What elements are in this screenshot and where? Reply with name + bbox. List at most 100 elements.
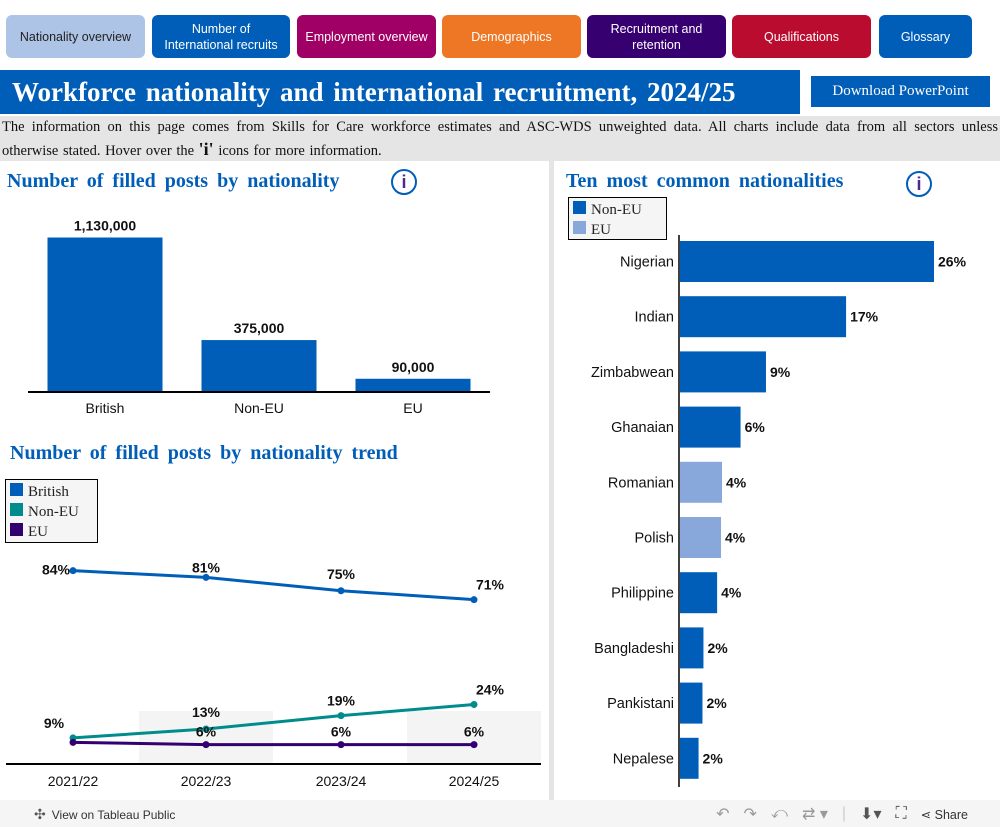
nationality-chart-title: Number of filled posts by nationality <box>7 170 340 192</box>
download-icon[interactable]: ⬇▾ <box>860 806 882 823</box>
legend-label: Non-EU <box>28 503 79 520</box>
dashboard-nav: Nationality overview Number of Internati… <box>6 15 996 58</box>
info-icon[interactable]: i <box>906 171 932 197</box>
data-label: 84% <box>42 562 71 578</box>
data-point[interactable] <box>470 596 478 604</box>
tab-recruitment-retention[interactable]: Recruitment and retention <box>587 15 726 58</box>
legend-item-eu[interactable]: EU <box>6 522 97 542</box>
data-label: 81% <box>192 559 221 575</box>
x-tick-label: Non-EU <box>234 400 284 416</box>
refresh-icon[interactable]: ⇄ ▾ <box>801 806 828 823</box>
toolbar: ↶ ↷ ⤺ ⇄ ▾ | ⬇▾ ⛶ ⋖ Share <box>716 804 968 824</box>
legend-swatch <box>10 523 23 536</box>
revert-icon[interactable]: ⤺ <box>770 805 788 822</box>
data-point[interactable] <box>69 738 77 746</box>
tab-qualifications[interactable]: Qualifications <box>732 15 871 58</box>
legend-label: EU <box>28 523 48 540</box>
data-point[interactable] <box>470 700 478 708</box>
data-point[interactable] <box>202 741 210 749</box>
redo-icon[interactable]: ↷ <box>743 806 757 823</box>
bar-british[interactable] <box>47 237 163 391</box>
tableau-footer: ✣ View on Tableau Public ↶ ↷ ⤺ ⇄ ▾ | ⬇▾ … <box>0 800 1000 827</box>
undo-icon[interactable]: ↶ <box>716 806 730 823</box>
intro-text-part2: icons for more information. <box>213 143 382 159</box>
tab-glossary[interactable]: Glossary <box>879 15 972 58</box>
data-point[interactable] <box>337 741 345 749</box>
y-tick-label: Philippine <box>611 586 674 602</box>
left-panel: Number of filled posts by nationality i … <box>0 161 549 800</box>
series-line-non-eu <box>72 702 475 740</box>
x-tick-label: 2022/23 <box>181 773 232 789</box>
bar-ghanaian[interactable] <box>680 406 741 448</box>
data-point[interactable] <box>470 741 478 749</box>
tab-nationality-overview[interactable]: Nationality overview <box>6 15 145 58</box>
bar-value-label: 2% <box>707 640 728 656</box>
x-tick-label: EU <box>403 400 422 416</box>
data-point[interactable] <box>337 587 345 595</box>
top-nationalities-title: Ten most common nationalities <box>566 170 844 192</box>
bar-philippine[interactable] <box>680 572 718 614</box>
data-label: 13% <box>192 704 221 720</box>
column-band <box>407 711 541 763</box>
data-label: 6% <box>196 724 217 740</box>
bar-polish[interactable] <box>680 517 722 558</box>
data-label: 75% <box>327 566 356 582</box>
y-tick-label: Bangladeshi <box>594 641 674 657</box>
share-button[interactable]: ⋖ Share <box>921 807 968 822</box>
trend-chart-title: Number of filled posts by nationality tr… <box>10 442 398 464</box>
bar-indian[interactable] <box>680 296 847 338</box>
tab-demographics[interactable]: Demographics <box>442 15 581 58</box>
y-tick-label: Pankistani <box>607 696 674 712</box>
bar-pankistani[interactable] <box>680 682 703 724</box>
bar-value-label: 17% <box>850 309 879 325</box>
x-tick-label: British <box>86 400 125 416</box>
data-label: 71% <box>476 577 505 593</box>
share-icon: ⋖ <box>920 807 932 822</box>
y-tick-label: Nigerian <box>620 255 674 271</box>
legend-item-non-eu[interactable]: Non-EU <box>6 502 97 522</box>
panel-divider <box>549 161 554 800</box>
trend-line-chart: 84% 81% 75% 71% 9% 13% 19% 24% 6% 6% 6% 2021/22 202… <box>6 559 541 789</box>
tab-international-recruits[interactable]: Number of International recruits <box>152 15 290 58</box>
y-tick-label: Romanian <box>608 475 674 491</box>
legend-swatch <box>573 221 586 234</box>
intro-text-part1: The information on this page comes from … <box>2 119 998 159</box>
y-tick-label: Indian <box>634 310 674 326</box>
toolbar-separator: | <box>841 805 847 822</box>
tab-employment-overview[interactable]: Employment overview <box>297 15 436 58</box>
intro-info-glyph: 'i' <box>198 139 214 159</box>
fullscreen-icon[interactable]: ⛶ <box>895 805 907 822</box>
legend-item-non-eu[interactable]: Non-EU <box>569 200 666 220</box>
download-powerpoint-button[interactable]: Download PowerPoint <box>811 76 990 107</box>
legend-item-eu[interactable]: EU <box>569 220 666 240</box>
data-label: 6% <box>464 724 485 740</box>
bar-zimbabwean[interactable] <box>680 351 766 393</box>
nationalities-legend: Non-EU EU <box>568 197 667 240</box>
data-point[interactable] <box>202 573 210 581</box>
bar-eu[interactable] <box>355 378 471 391</box>
bar-value-label: 2% <box>706 695 727 711</box>
bar-nigerian[interactable] <box>680 241 934 282</box>
data-label: 24% <box>476 681 505 697</box>
bar-value-label: 9% <box>770 364 791 380</box>
data-point[interactable] <box>202 725 210 733</box>
legend-swatch <box>10 483 23 496</box>
data-point[interactable] <box>337 712 345 720</box>
info-icon[interactable]: i <box>391 169 417 195</box>
trend-legend: British Non-EU EU <box>5 479 98 543</box>
bar-non-eu[interactable] <box>201 340 317 391</box>
bar-value-label: 4% <box>721 585 742 601</box>
legend-label: Non-EU <box>591 201 642 218</box>
column-band <box>139 711 273 763</box>
legend-item-british[interactable]: British <box>6 482 97 502</box>
view-on-tableau-link[interactable]: ✣ View on Tableau Public <box>34 806 175 823</box>
bar-bangladeshi[interactable] <box>680 627 704 669</box>
legend-swatch <box>10 503 23 516</box>
legend-label: EU <box>591 221 611 238</box>
bar-romanian[interactable] <box>680 461 723 503</box>
data-point[interactable] <box>69 567 77 575</box>
data-label: 19% <box>327 693 356 709</box>
y-tick-label: Polish <box>635 531 675 547</box>
tableau-link-label: View on Tableau Public <box>51 807 176 822</box>
bar-nepalese[interactable] <box>680 737 699 779</box>
